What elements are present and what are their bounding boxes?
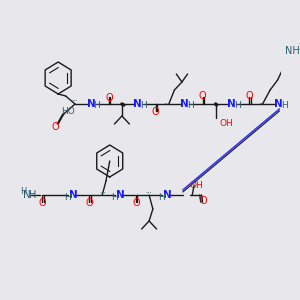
Text: N: N [69,190,77,200]
Text: O: O [152,107,160,117]
Text: N: N [274,99,283,109]
Text: O: O [85,198,93,208]
Text: H: H [29,190,37,200]
Text: N: N [116,190,124,200]
Text: N: N [23,190,31,200]
Text: ···: ··· [72,98,78,104]
Text: ···: ··· [258,101,265,107]
Text: O: O [200,196,207,206]
Text: ···: ··· [146,190,152,196]
Text: O: O [106,93,113,103]
Text: N: N [227,99,236,109]
Text: O: O [246,91,253,101]
Text: N: N [180,99,189,109]
Text: OH: OH [220,119,233,128]
Text: N: N [163,190,171,200]
Text: H: H [281,101,287,110]
Text: NH: NH [285,46,300,56]
Text: ···: ··· [164,101,170,107]
Text: HO: HO [61,107,74,116]
Text: ···: ··· [99,190,106,196]
Text: H: H [158,193,165,202]
Text: O: O [199,91,206,101]
Text: N: N [134,99,142,109]
Text: H: H [93,101,100,110]
Text: 2: 2 [299,44,300,52]
Text: H: H [187,101,194,110]
Text: OH: OH [189,181,203,190]
Text: O: O [132,198,140,208]
Text: H: H [234,101,241,110]
Text: H: H [20,187,27,196]
Text: O: O [52,122,59,132]
Text: H: H [111,193,118,202]
Text: N: N [87,99,95,109]
Text: O: O [38,198,46,208]
Text: H: H [64,193,71,202]
Text: H: H [140,101,147,110]
